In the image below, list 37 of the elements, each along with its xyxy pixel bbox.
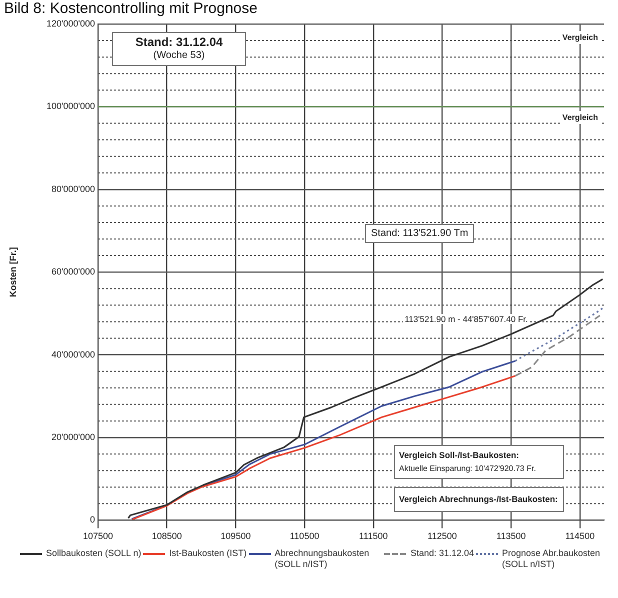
x-tick-label: 113500 <box>496 531 526 542</box>
annotation: Aktuelle Einsparung: 10'472'920.73 Fr. <box>399 463 537 475</box>
x-tick-label: 107500 <box>82 531 114 542</box>
annotation: (Woche 53) <box>152 49 206 62</box>
x-tick-label: 110500 <box>290 531 320 542</box>
line-series <box>514 306 604 362</box>
legend-label: Prognose Abr.baukosten (SOLL n/IST) <box>502 548 602 570</box>
annotation: Vergleich <box>562 111 598 124</box>
y-tick-label: 0 <box>90 514 95 525</box>
line-series <box>514 314 601 377</box>
legend-label: Abrechnungsbaukosten (SOLL n/IST) <box>274 548 370 570</box>
annotation: Vergleich <box>562 31 598 44</box>
chart-title: Bild 8: Kostencontrolling mit Prognose <box>4 0 258 18</box>
annotation: Stand: 113'521.90 Tm <box>371 227 468 240</box>
y-axis-title: Kosten [Fr.] <box>8 247 18 298</box>
text-box: Stand: 113'521.90 Tm <box>365 224 474 243</box>
annotation: Vergleich Soll-/Ist-Baukosten: <box>399 449 520 462</box>
x-tick-label: 108500 <box>152 531 182 542</box>
annotation: Vergleich Abrechnungs-/Ist-Baukosten: <box>399 493 559 506</box>
x-tick-label: 114500 <box>565 531 595 542</box>
y-tick-label: 80'000'000 <box>52 184 95 194</box>
x-tick-label: 109500 <box>220 531 251 542</box>
y-tick-label: 100'000'000 <box>46 101 95 112</box>
annotation: Stand: 31.12.04 <box>134 35 224 49</box>
text-box: Vergleich Abrechnungs-/Ist-Baukosten: <box>394 487 564 512</box>
x-tick-label: 111500 <box>359 531 388 542</box>
y-tick-label: 120'000'000 <box>46 18 95 28</box>
x-tick-label: 112500 <box>428 531 457 542</box>
text-box: Vergleich Soll-/Ist-Baukosten: Aktuelle Einsparung: 10'472'920.73 Fr. <box>394 445 564 479</box>
annotation: 113'521.90 m - 44'857'607.40 Fr. <box>402 314 530 324</box>
legend-label: Stand: 31.12.04 <box>410 548 474 559</box>
y-tick-label: 20'000'000 <box>52 432 95 442</box>
y-tick-label: 60'000'000 <box>52 266 95 277</box>
text-box: Stand: 31.12.04 (Woche 53) <box>112 32 246 66</box>
legend-label: Sollbaukosten (SOLL n) <box>46 548 142 559</box>
y-tick-label: 40'000'000 <box>52 349 95 360</box>
legend-label: Ist-Baukosten (IST) <box>169 548 247 559</box>
